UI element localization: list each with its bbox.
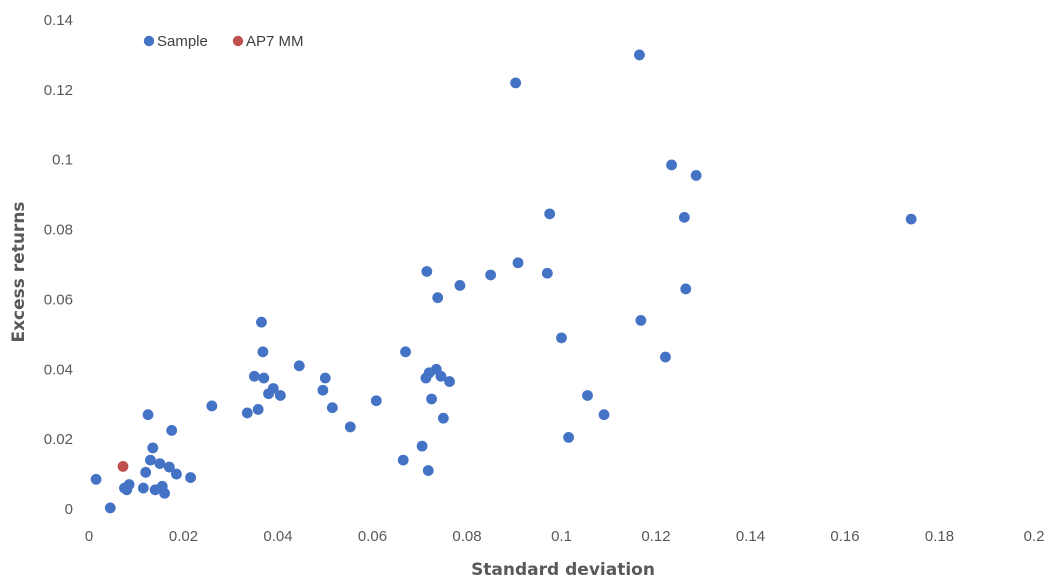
legend-label-sample: Sample (157, 33, 208, 50)
sample-point (142, 409, 154, 421)
sample-point (544, 208, 556, 220)
sample-point (326, 402, 338, 414)
sample-point (905, 213, 917, 225)
y-axis-title: Excess returns (9, 201, 29, 342)
sample-point (510, 77, 522, 89)
sample-point (541, 267, 553, 279)
sample-point (421, 266, 433, 277)
sample-point (145, 454, 156, 466)
sample-point (159, 487, 171, 499)
sample-point (140, 466, 152, 478)
sample-point (512, 257, 524, 269)
sample-point (267, 383, 279, 394)
sample-point (426, 393, 437, 405)
sample-point (635, 314, 647, 326)
sample-point (206, 400, 218, 412)
sample-point (416, 440, 428, 452)
sample-point (257, 346, 269, 358)
sample-point (319, 372, 331, 384)
sample-point (666, 159, 677, 171)
y-tick-label: 0.08 (44, 222, 73, 239)
legend-marker-ap7 (232, 35, 244, 47)
sample-point (185, 472, 196, 483)
sample-point (256, 316, 267, 328)
x-tick-label: 0 (85, 528, 93, 545)
sample-point (252, 404, 264, 415)
sample-point (293, 360, 305, 372)
sample-point (678, 211, 690, 223)
sample-point (444, 376, 455, 387)
sample-point (432, 292, 444, 304)
data-points (90, 49, 917, 514)
sample-point (400, 346, 411, 358)
sample-point (485, 269, 497, 281)
y-tick-label: 0.14 (44, 12, 73, 29)
x-tick-label: 0.2 (1024, 528, 1045, 545)
sample-point (258, 372, 270, 384)
sample-point (660, 351, 671, 363)
sample-point (171, 468, 182, 480)
x-tick-label: 0.18 (925, 528, 954, 545)
sample-point (163, 461, 175, 473)
sample-point (454, 280, 466, 291)
sample-point (680, 283, 692, 295)
y-axis-ticks: 0 0.02 0.04 0.06 0.08 0.1 0.12 0.14 (44, 12, 73, 518)
y-tick-label: 0.04 (44, 361, 73, 378)
sample-point (563, 431, 574, 443)
sample-point (690, 170, 702, 181)
y-tick-label: 0 (65, 501, 73, 518)
sample-point (248, 370, 260, 382)
x-axis-ticks: 0 0.02 0.04 0.06 0.08 0.1 0.12 0.14 0.16 0.18 0.2 (85, 528, 1045, 545)
sample-point (598, 409, 610, 421)
sample-point (166, 425, 178, 436)
sample-point (437, 412, 449, 424)
x-tick-label: 0.14 (736, 528, 765, 545)
sample-point (137, 482, 149, 494)
sample-point (104, 502, 116, 514)
sample-point (435, 370, 447, 382)
sample-point (634, 49, 645, 61)
sample-point (147, 442, 159, 454)
sample-point (123, 479, 135, 490)
sample-point (397, 454, 409, 466)
y-tick-label: 0.12 (44, 82, 73, 99)
legend-marker-sample (143, 35, 155, 47)
y-tick-label: 0.06 (44, 291, 73, 308)
sample-point (274, 390, 286, 401)
sample-point (154, 458, 166, 469)
ap7-mm-point (117, 460, 129, 472)
x-tick-label: 0.02 (169, 528, 198, 545)
sample-point (370, 395, 382, 407)
legend: Sample AP7 MM (143, 33, 304, 50)
x-tick-label: 0.12 (641, 528, 670, 545)
x-tick-label: 0.04 (263, 528, 292, 545)
sample-point (556, 332, 567, 344)
sample-point (422, 465, 434, 476)
x-axis-title: Standard deviation (471, 560, 655, 578)
x-tick-label: 0.06 (358, 528, 387, 545)
y-tick-label: 0.02 (44, 431, 73, 448)
legend-label-ap7: AP7 MM (246, 33, 304, 50)
sample-point (90, 473, 102, 485)
sample-point (317, 384, 329, 396)
y-tick-label: 0.1 (52, 152, 73, 169)
sample-point (241, 407, 253, 419)
sample-point (344, 421, 356, 433)
x-tick-label: 0.16 (830, 528, 859, 545)
x-tick-label: 0.08 (452, 528, 481, 545)
sample-point (582, 390, 593, 401)
x-tick-label: 0.1 (551, 528, 572, 545)
